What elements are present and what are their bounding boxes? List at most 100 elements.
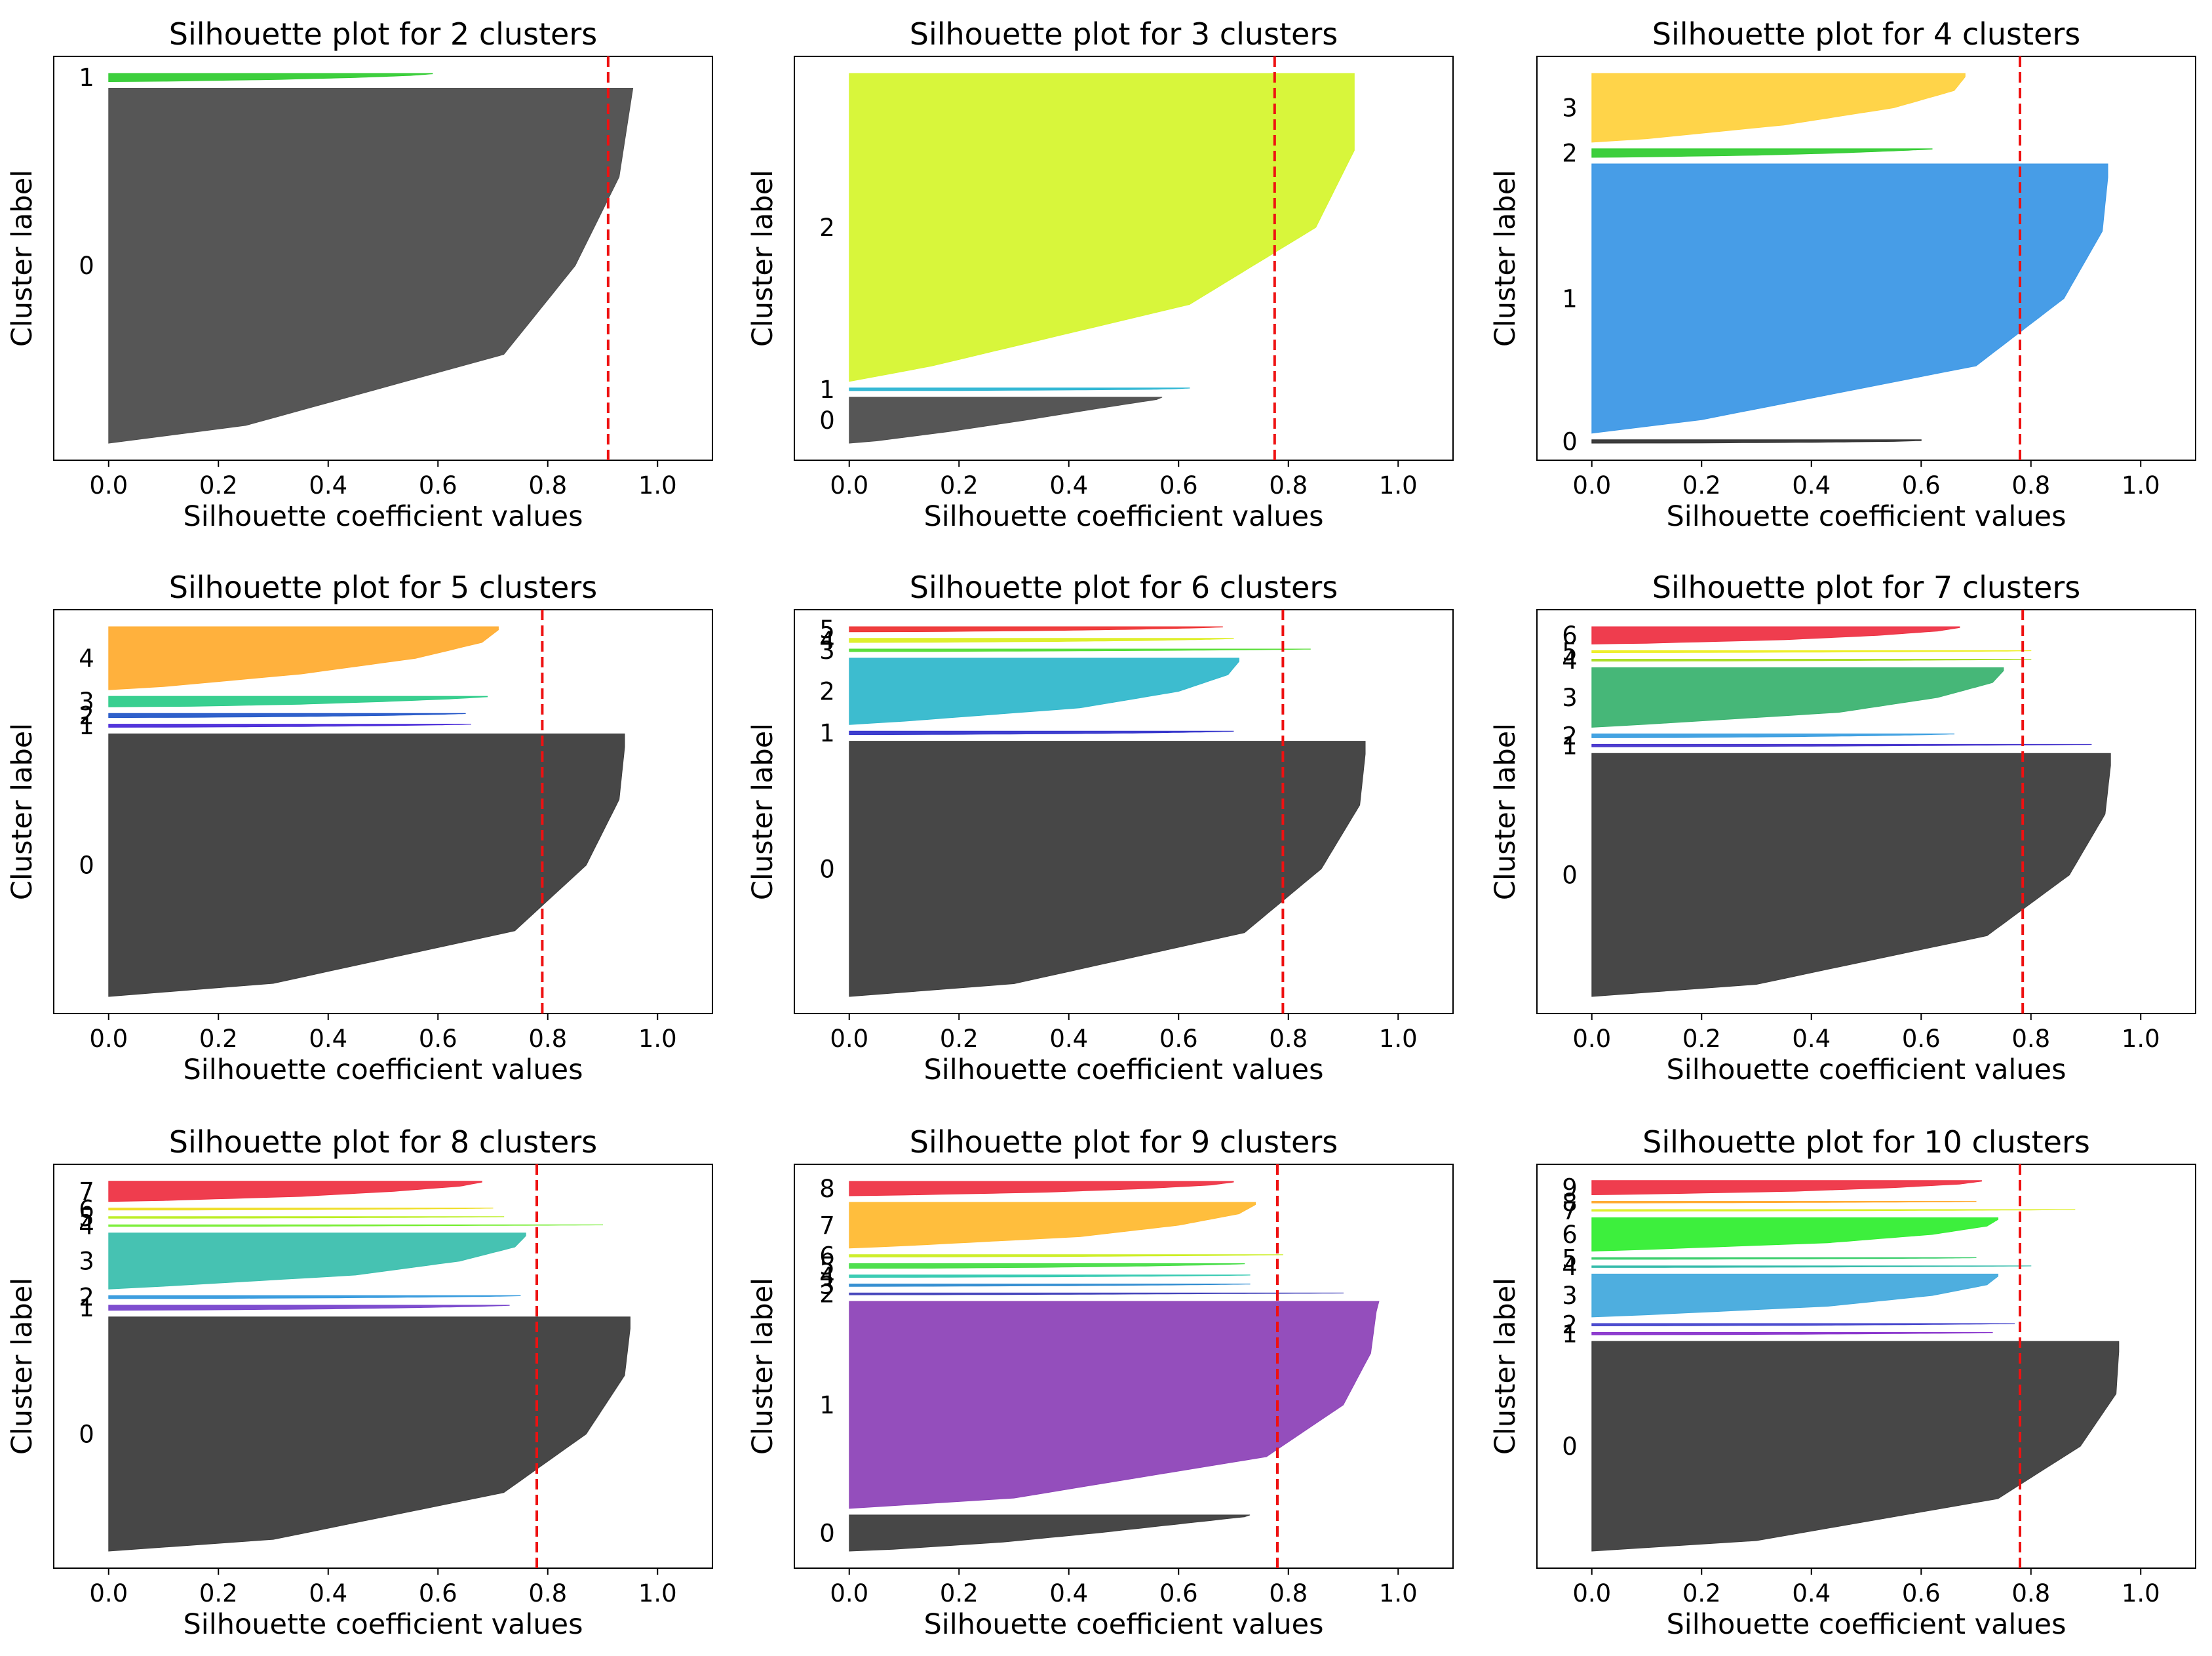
cluster-label-2: 2 (819, 1280, 835, 1309)
cluster-label-5: 5 (819, 1252, 835, 1280)
silhouette-band-cluster-7 (849, 1202, 1256, 1249)
panel-6-clusters: 0 1 2 345 0.0 0.2 0.4 0.6 0.8 1.0 Silhouette plot … (747, 570, 1454, 1086)
x-tick-label: 0.6 (1902, 471, 1941, 500)
cluster-label-4: 4 (1562, 1253, 1578, 1281)
cluster-label-1: 1 (79, 1294, 94, 1322)
axes-frame (794, 56, 1454, 461)
x-tick-label: 0.0 (1572, 1025, 1611, 1053)
x-tick-label: 0.0 (830, 471, 868, 500)
cluster-label-0: 0 (1562, 427, 1578, 456)
x-tick-label: 1.0 (1379, 1025, 1418, 1053)
silhouette-band-cluster-1 (849, 387, 1190, 391)
y-axis-label: Cluster label (6, 170, 39, 347)
x-tick-label: 0.8 (1269, 471, 1308, 500)
x-tick-label: 1.0 (638, 1579, 677, 1607)
x-tick-label: 0.2 (940, 471, 979, 500)
cluster-label-2: 2 (819, 678, 835, 706)
x-tick-label: 0.4 (309, 471, 347, 500)
silhouette-band-cluster-4 (1591, 1265, 2032, 1268)
cluster-label-4: 4 (79, 644, 94, 673)
x-axis-label: Silhouette coefficient values (1667, 1054, 2066, 1086)
panel-title: Silhouette plot for 4 clusters (1652, 16, 2080, 52)
x-tick-label: 0.0 (1572, 471, 1611, 500)
x-tick-label: 0.0 (830, 1579, 868, 1607)
y-axis-label: Cluster label (1489, 170, 1522, 347)
silhouette-band-cluster-6 (1591, 1217, 1998, 1252)
cluster-label-6: 6 (1562, 1221, 1578, 1249)
x-axis-label: Silhouette coefficient values (924, 500, 1324, 533)
silhouette-band-cluster-4 (849, 638, 1234, 643)
silhouette-band-cluster-0 (108, 88, 634, 444)
cluster-label-0: 0 (1562, 1432, 1578, 1461)
silhouette-band-cluster-0 (108, 1316, 631, 1552)
axes-frame (53, 1164, 713, 1569)
cluster-label-1: 1 (1562, 285, 1578, 313)
cluster-label-1: 1 (1562, 1320, 1578, 1348)
silhouette-band-cluster-5 (849, 626, 1223, 633)
x-tick-label: 0.6 (1902, 1025, 1941, 1053)
axes-frame (794, 1164, 1454, 1569)
cluster-label-0: 0 (819, 406, 835, 435)
silhouette-band-cluster-4 (1591, 659, 2032, 661)
cluster-label-3: 3 (819, 1271, 835, 1299)
cluster-label-7: 7 (79, 1177, 94, 1206)
x-tick-label: 0.0 (89, 471, 128, 500)
silhouette-band-cluster-0 (1591, 439, 1922, 444)
panel-7-clusters: 0 12 3 456 0.0 0.2 0.4 0.6 0.8 1.0 Silhouette plot… (1489, 570, 2196, 1086)
x-axis-label: Silhouette coefficient values (184, 500, 583, 533)
cluster-label-1: 1 (1562, 732, 1578, 760)
silhouette-band-cluster-4 (849, 1274, 1251, 1278)
cluster-label-1: 1 (819, 719, 835, 747)
silhouette-band-cluster-2 (1591, 148, 1933, 158)
silhouette-band-cluster-3 (108, 696, 488, 707)
cluster-label-7: 7 (819, 1212, 835, 1240)
x-tick-label: 1.0 (638, 471, 677, 500)
y-axis-label: Cluster label (6, 723, 39, 900)
x-tick-label: 0.0 (89, 1025, 128, 1053)
cluster-label-8: 8 (819, 1175, 835, 1203)
x-tick-label: 1.0 (2122, 471, 2160, 500)
cluster-label-6: 6 (79, 1195, 94, 1223)
cluster-label-0: 0 (79, 1420, 94, 1448)
panel-title: Silhouette plot for 8 clusters (169, 1124, 597, 1160)
silhouette-band-cluster-1 (849, 730, 1234, 736)
panel-title: Silhouette plot for 10 clusters (1642, 1124, 2090, 1160)
panel-3-clusters: 01 2 0.0 0.2 0.4 0.6 0.8 1.0 Silhouette plot for… (747, 16, 1454, 533)
cluster-label-5: 5 (819, 616, 835, 644)
silhouette-band-cluster-2 (849, 73, 1355, 382)
cluster-label-2: 2 (1562, 1311, 1578, 1339)
x-tick-label: 0.4 (1792, 1025, 1831, 1053)
silhouette-band-cluster-0 (108, 733, 625, 997)
x-tick-label: 0.2 (940, 1025, 979, 1053)
cluster-label-5: 5 (1562, 638, 1578, 666)
silhouette-band-cluster-1 (1591, 1332, 1993, 1335)
y-axis-label: Cluster label (1489, 723, 1522, 900)
silhouette-band-cluster-0 (849, 397, 1163, 444)
cluster-label-5: 5 (79, 1204, 94, 1232)
silhouette-band-cluster-5 (108, 1216, 505, 1219)
x-tick-label: 0.8 (528, 1025, 567, 1053)
cluster-label-0: 0 (819, 855, 835, 883)
silhouette-band-cluster-0 (1591, 753, 2111, 997)
silhouette-band-cluster-1 (1591, 743, 2092, 747)
panel-5-clusters: 0 123 4 0.0 0.2 0.4 0.6 0.8 1.0 Silhouette plot f… (6, 570, 713, 1086)
silhouette-band-cluster-4 (108, 626, 499, 690)
x-tick-label: 0.0 (830, 1025, 868, 1053)
x-tick-label: 0.4 (309, 1579, 347, 1607)
x-tick-label: 0.6 (1902, 1579, 1941, 1607)
x-tick-label: 0.4 (1049, 1025, 1088, 1053)
silhouette-band-cluster-2 (108, 1295, 521, 1299)
silhouette-band-cluster-2 (849, 658, 1239, 725)
x-tick-label: 0.6 (1159, 471, 1198, 500)
silhouette-band-cluster-3 (108, 1232, 526, 1290)
cluster-label-4: 4 (1562, 646, 1578, 675)
x-axis-label: Silhouette coefficient values (924, 1054, 1324, 1086)
silhouette-band-cluster-1 (849, 1301, 1380, 1509)
silhouette-band-cluster-7 (1591, 1209, 2076, 1212)
x-tick-label: 0.8 (2011, 1579, 2050, 1607)
x-tick-label: 0.4 (1049, 1579, 1088, 1607)
x-axis-label: Silhouette coefficient values (184, 1054, 583, 1086)
y-axis-label: Cluster label (1489, 1278, 1522, 1455)
